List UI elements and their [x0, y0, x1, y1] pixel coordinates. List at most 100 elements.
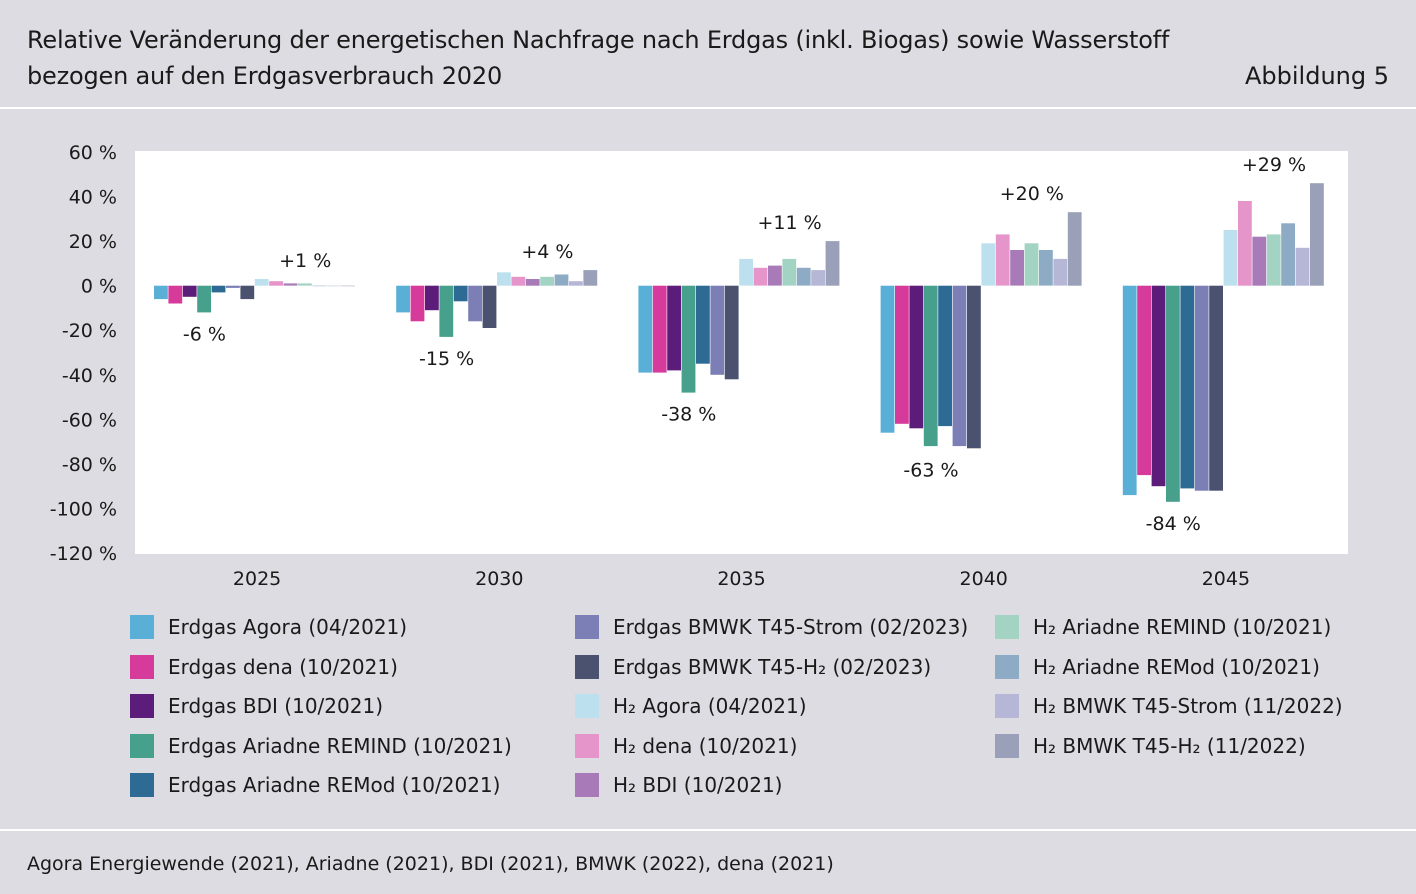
legend-swatch — [995, 733, 1019, 758]
bar — [1137, 285, 1151, 476]
legend-item: H₂ BMWK T45-Strom (11/2022) — [995, 692, 1343, 720]
bar — [724, 285, 739, 380]
legend-swatch — [130, 615, 154, 639]
bar — [269, 281, 283, 286]
legend-swatch — [575, 654, 599, 679]
bar — [182, 285, 197, 297]
legend-label: Erdgas Agora (04/2021) — [168, 615, 408, 639]
bar — [753, 267, 768, 286]
legend-swatch — [575, 733, 599, 758]
chart-title-line-1: Relative Veränderung der energetischen N… — [27, 26, 1170, 54]
bar — [583, 270, 598, 286]
legend-label: Erdgas Ariadne REMod (10/2021) — [168, 773, 501, 797]
h2-mean-label: +20 % — [1000, 183, 1064, 205]
bar — [1039, 250, 1053, 286]
bar — [768, 265, 782, 286]
bar — [425, 285, 439, 311]
legend-item: H₂ BMWK T45-H₂ (11/2022) — [995, 732, 1306, 760]
legend-label: Erdgas BDI (10/2021) — [168, 694, 383, 718]
bar — [226, 285, 240, 288]
bar — [1151, 285, 1166, 487]
legend-swatch — [575, 773, 599, 797]
bar — [782, 258, 797, 286]
bar — [468, 285, 482, 322]
bar — [254, 279, 269, 286]
bar — [825, 241, 840, 286]
legend-item: Erdgas BDI (10/2021) — [130, 692, 383, 720]
legend-label: H₂ Agora (04/2021) — [613, 694, 807, 718]
bar — [453, 285, 468, 302]
y-tick-label: -40 % — [62, 365, 117, 387]
header-divider — [0, 107, 1416, 109]
y-tick-label: -120 % — [50, 543, 117, 565]
bar — [1166, 285, 1180, 502]
bar — [312, 285, 327, 287]
bar — [923, 285, 938, 447]
legend-swatch — [995, 654, 1019, 679]
bar — [981, 243, 996, 286]
y-tick-label: -20 % — [62, 320, 117, 342]
bar — [1238, 201, 1252, 286]
y-tick-label: 40 % — [69, 187, 117, 209]
legend-item: Erdgas Agora (04/2021) — [130, 613, 407, 641]
legend-item: Erdgas Ariadne REMIND (10/2021) — [130, 732, 512, 760]
h2-mean-label: +4 % — [521, 241, 573, 263]
y-tick-label: -100 % — [50, 498, 117, 520]
legend-item: H₂ BDI (10/2021) — [575, 771, 782, 799]
x-tick-label: 2030 — [475, 568, 523, 590]
legend-item: H₂ dena (10/2021) — [575, 732, 797, 760]
y-tick-label: -60 % — [62, 409, 117, 431]
bar — [895, 285, 909, 424]
bar — [283, 283, 298, 286]
bar — [880, 285, 895, 433]
bar — [1310, 183, 1324, 286]
bar — [298, 283, 312, 286]
bar — [1209, 285, 1223, 491]
bar — [796, 267, 811, 286]
figure-label: Abbildung 5 — [1244, 62, 1389, 90]
chart-title-line-2: bezogen auf den Erdgasverbrauch 2020 — [27, 62, 503, 90]
legend-item: H₂ Ariadne REMIND (10/2021) — [995, 613, 1331, 641]
legend-label: Erdgas BMWK T45-H₂ (02/2023) — [613, 654, 932, 679]
legend-swatch — [130, 773, 154, 797]
erdgas-mean-label: -63 % — [903, 459, 958, 481]
bar-chart: 60 % 40 % 20 % 0 % -20 % -40 % -60 % -80 % -100 … — [50, 142, 1348, 590]
bar — [497, 272, 511, 286]
bar — [909, 285, 924, 429]
bar — [525, 279, 540, 286]
bar — [1194, 285, 1209, 491]
bar — [240, 285, 255, 300]
legend-label: H₂ Ariadne REMod (10/2021) — [1033, 654, 1320, 679]
bar — [1281, 223, 1295, 286]
y-tick-label: 0 % — [81, 276, 117, 298]
legend-label: Erdgas Ariadne REMIND (10/2021) — [168, 733, 512, 758]
legend-label: Erdgas BMWK T45-Strom (02/2023) — [613, 615, 969, 639]
legend-swatch — [130, 654, 154, 679]
bar — [696, 285, 710, 364]
legend-swatch — [995, 694, 1019, 718]
bar — [540, 276, 554, 286]
bar — [710, 285, 725, 375]
h2-mean-label: +29 % — [1242, 154, 1306, 176]
x-tick-label: 2025 — [233, 568, 281, 590]
bar — [1053, 258, 1068, 286]
bar — [1252, 236, 1267, 286]
bar — [1180, 285, 1195, 489]
erdgas-mean-label: -6 % — [183, 323, 226, 345]
bar — [326, 285, 341, 287]
bar — [482, 285, 497, 328]
bar — [967, 285, 981, 449]
legend-swatch — [575, 694, 599, 718]
legend-label: H₂ BDI (10/2021) — [613, 773, 783, 797]
bar — [1010, 250, 1024, 286]
bar — [396, 285, 410, 313]
footer-divider — [0, 829, 1416, 831]
legend-label: H₂ BMWK T45-H₂ (11/2022) — [1033, 733, 1306, 758]
erdgas-mean-label: -38 % — [661, 404, 716, 426]
y-tick-label: -80 % — [62, 454, 117, 476]
legend-item: Erdgas Ariadne REMod (10/2021) — [130, 771, 500, 799]
bar — [1266, 234, 1281, 286]
legend-label: H₂ dena (10/2021) — [613, 733, 798, 758]
legend-label: Erdgas dena (10/2021) — [168, 654, 398, 679]
bar — [168, 285, 183, 304]
